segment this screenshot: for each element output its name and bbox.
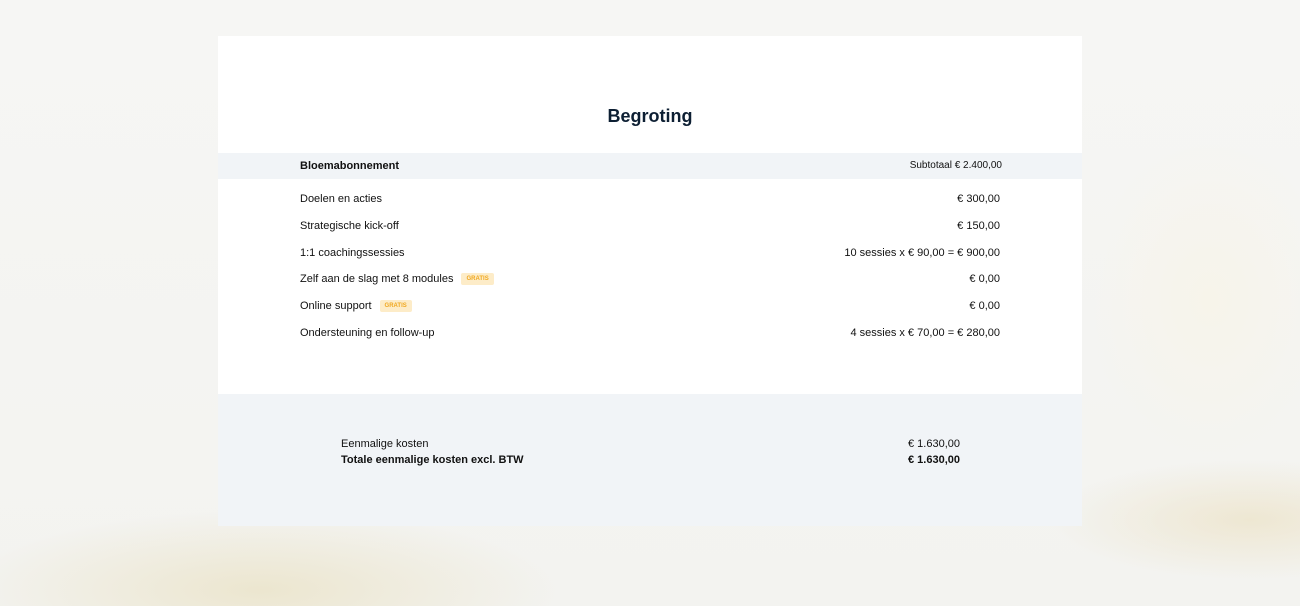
line-item-text: 1:1 coachingssessies [300, 246, 405, 259]
line-item-amount: € 0,00 [969, 300, 1000, 313]
free-badge: GRATIS [461, 273, 494, 286]
line-item-text: Zelf aan de slag met 8 modules [300, 273, 454, 286]
line-item-text: Online support [300, 300, 372, 313]
line-item-label: Doelen en acties [300, 193, 382, 205]
line-item-label: Ondersteuning en follow-up [300, 327, 435, 339]
line-item: Zelf aan de slag met 8 modules GRATIS € 0,… [300, 273, 1000, 289]
line-item-amount: 10 sessies x € 90,00 = € 900,00 [844, 246, 1000, 259]
line-item-label: Zelf aan de slag met 8 modules GRATIS [300, 273, 494, 286]
line-item-label: Online support GRATIS [300, 300, 412, 313]
section-name: Bloemabonnement [300, 160, 400, 172]
line-item: Ondersteuning en follow-up 4 sessies x € … [300, 327, 1000, 343]
line-item: Strategische kick-off € 150,00 [300, 220, 1000, 236]
line-item-amount: € 300,00 [957, 193, 1000, 205]
line-item-text: Doelen en acties [300, 193, 382, 205]
one-time-costs-row: Eenmalige kosten € 1.630,00 [341, 438, 960, 450]
budget-card: Begroting Bloemabonnement Subtotaal € 2.… [218, 36, 1082, 526]
line-item-label: Strategische kick-off [300, 220, 399, 232]
line-item-amount: € 0,00 [969, 273, 1000, 286]
line-item: Online support GRATIS € 0,00 [300, 300, 1000, 316]
line-item-label: 1:1 coachingssessies [300, 247, 405, 259]
line-item-text: Strategische kick-off [300, 219, 399, 232]
line-item-amount: 4 sessies x € 70,00 = € 280,00 [850, 327, 1000, 339]
summary-panel: Eenmalige kosten € 1.630,00 Totale eenma… [218, 394, 1082, 526]
line-item-text: Ondersteuning en follow-up [300, 327, 435, 339]
section-subtotal: Subtotaal € 2.400,00 [909, 160, 1002, 171]
line-item: Doelen en acties € 300,00 [300, 193, 1000, 209]
free-badge: GRATIS [379, 300, 412, 313]
total-costs-label: Totale eenmalige kosten excl. BTW [341, 454, 524, 466]
page-title: Begroting [607, 106, 693, 126]
total-costs-row: Totale eenmalige kosten excl. BTW € 1.63… [341, 454, 960, 466]
section-header: Bloemabonnement Subtotaal € 2.400,00 [218, 153, 1082, 179]
one-time-costs-label: Eenmalige kosten [341, 438, 429, 450]
total-costs-value: € 1.630,00 [908, 454, 960, 466]
one-time-costs-value: € 1.630,00 [908, 438, 960, 450]
line-item-amount: € 150,00 [957, 219, 1000, 232]
line-item: 1:1 coachingssessies 10 sessies x € 90,00… [300, 247, 1000, 263]
